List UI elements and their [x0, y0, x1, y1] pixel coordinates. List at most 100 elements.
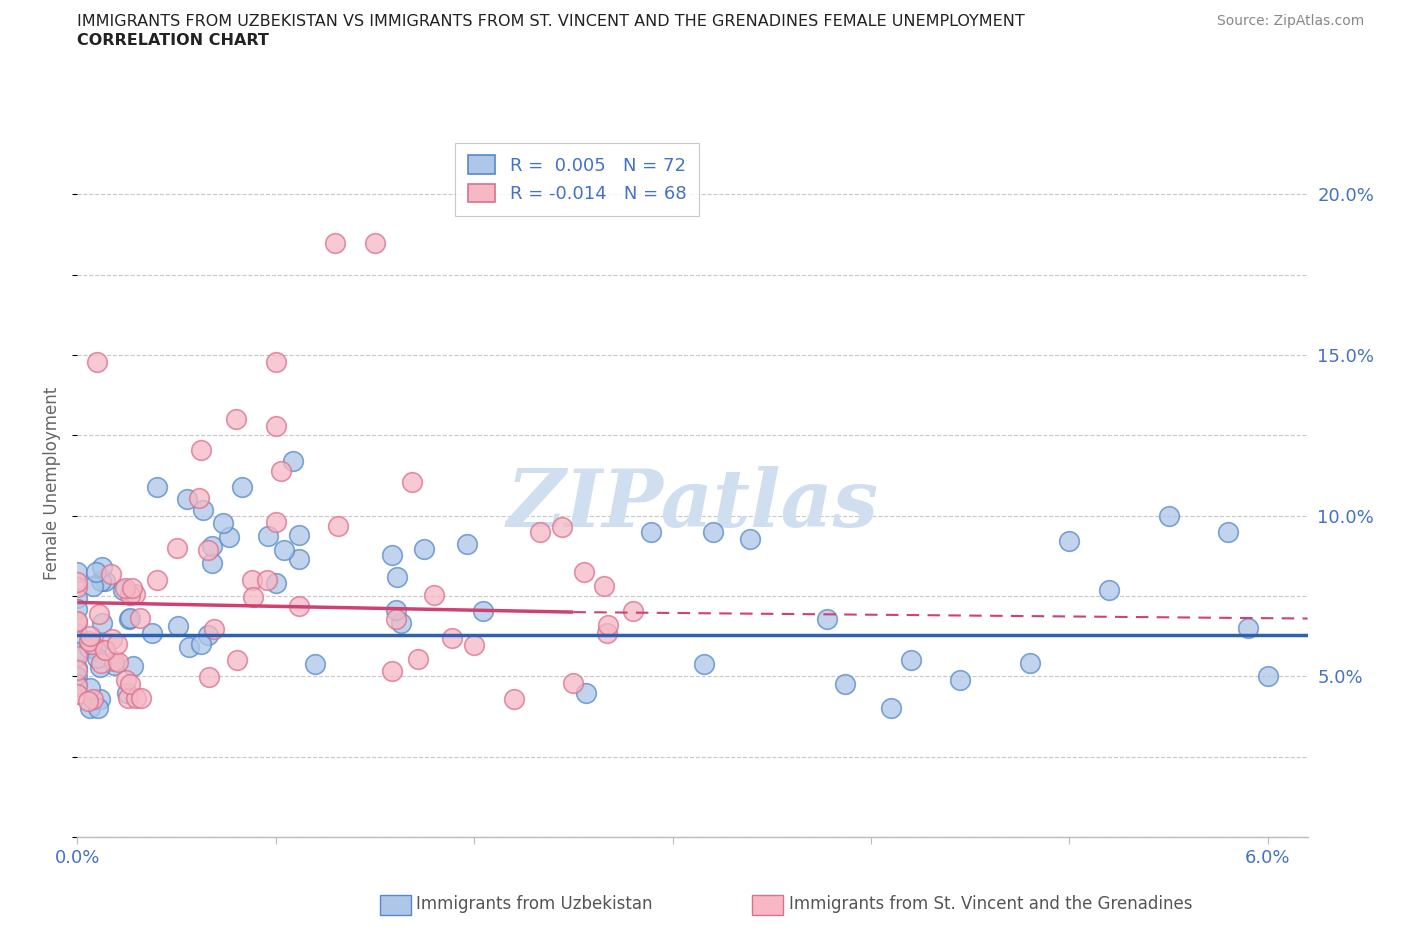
Point — [815, 611, 838, 626]
Point — [281, 453, 304, 468]
Point — [1059, 534, 1081, 549]
Point — [145, 573, 167, 588]
Point — [381, 547, 404, 562]
Point — [242, 590, 264, 604]
Point — [364, 235, 387, 250]
Point — [640, 525, 662, 539]
Point — [66, 662, 89, 677]
Point — [385, 612, 408, 627]
Point — [66, 580, 89, 595]
Point — [91, 560, 114, 575]
Point — [693, 657, 716, 671]
Point — [90, 656, 112, 671]
Point — [273, 543, 295, 558]
Point — [288, 527, 311, 542]
Point — [740, 532, 762, 547]
Point — [93, 643, 115, 658]
Point — [89, 606, 111, 621]
Point — [212, 516, 235, 531]
Point — [384, 603, 406, 618]
Point — [572, 565, 595, 579]
Point — [90, 573, 112, 588]
Point — [190, 637, 212, 652]
Point — [66, 669, 89, 684]
Point — [1218, 525, 1240, 539]
Point — [118, 612, 141, 627]
Point — [264, 418, 287, 433]
Point — [125, 691, 148, 706]
Point — [1237, 620, 1260, 635]
Point — [240, 573, 263, 588]
Point — [79, 629, 101, 644]
Point — [89, 659, 111, 674]
Point — [145, 479, 167, 494]
Point — [264, 514, 287, 529]
Point — [101, 631, 124, 646]
Point — [288, 599, 311, 614]
Point — [389, 616, 412, 631]
Point — [834, 676, 856, 691]
Point — [66, 614, 89, 629]
Text: Immigrants from St. Vincent and the Grenadines: Immigrants from St. Vincent and the Gren… — [789, 895, 1192, 913]
Point — [471, 604, 494, 618]
Point — [202, 622, 225, 637]
Point — [66, 591, 89, 605]
Point — [167, 619, 190, 634]
Point — [900, 653, 922, 668]
Point — [103, 658, 125, 672]
Point — [385, 570, 408, 585]
Point — [66, 614, 89, 629]
Point — [121, 658, 143, 673]
Point — [82, 578, 104, 593]
Point — [598, 618, 620, 632]
Text: Source: ZipAtlas.com: Source: ZipAtlas.com — [1216, 14, 1364, 28]
Point — [118, 588, 141, 603]
Point — [86, 354, 108, 369]
Point — [264, 576, 287, 591]
Text: Immigrants from Uzbekistan: Immigrants from Uzbekistan — [416, 895, 652, 913]
Point — [86, 701, 108, 716]
Point — [79, 700, 101, 715]
Point — [66, 644, 89, 659]
Point — [218, 530, 240, 545]
Point — [91, 616, 114, 631]
Point — [401, 474, 423, 489]
Point — [166, 540, 188, 555]
Point — [190, 443, 212, 458]
Y-axis label: Female Unemployment: Female Unemployment — [44, 387, 62, 580]
Point — [117, 685, 139, 700]
Point — [197, 543, 219, 558]
Point — [141, 626, 163, 641]
Text: CORRELATION CHART: CORRELATION CHART — [77, 33, 269, 47]
Point — [502, 691, 524, 706]
Point — [304, 657, 326, 671]
Point — [702, 525, 724, 539]
Point — [100, 566, 122, 581]
Point — [551, 520, 574, 535]
Point — [288, 552, 311, 567]
Point — [66, 648, 89, 663]
Point — [463, 638, 485, 653]
Point — [225, 412, 247, 427]
Point — [89, 692, 111, 707]
Point — [82, 692, 104, 707]
Point — [94, 573, 117, 588]
Point — [66, 575, 89, 590]
Point — [117, 690, 139, 705]
Point — [880, 701, 903, 716]
Point — [129, 611, 152, 626]
Point — [1098, 582, 1121, 597]
Point — [177, 639, 200, 654]
Point — [593, 579, 616, 594]
Point — [270, 463, 292, 478]
Point — [328, 518, 350, 533]
Point — [191, 503, 214, 518]
Point — [596, 625, 619, 640]
Point — [120, 610, 142, 625]
Point — [76, 693, 98, 708]
Point — [114, 672, 136, 687]
Point — [197, 670, 219, 684]
Point — [562, 675, 585, 690]
Point — [77, 640, 100, 655]
Point — [66, 626, 89, 641]
